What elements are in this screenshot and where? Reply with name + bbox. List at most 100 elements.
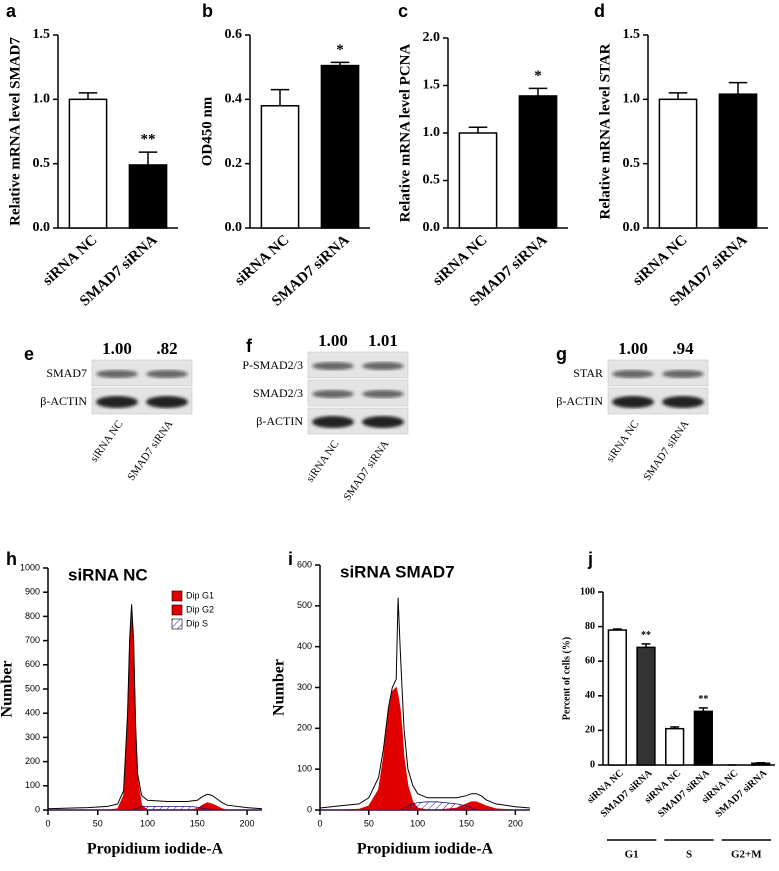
y-tick-label: 300 (297, 682, 312, 692)
legend-label: Dip S (186, 618, 208, 628)
significance: * (534, 68, 542, 84)
x-tick-label: 50 (93, 818, 103, 828)
legend-label: Dip G1 (186, 590, 214, 600)
y-tick-label: 700 (25, 635, 40, 645)
y-tick-label: 60 (585, 655, 595, 666)
blot-band (362, 362, 404, 370)
y-tick-label: 800 (25, 611, 40, 621)
row-label: β-ACTIN (40, 394, 87, 408)
group-label: S (686, 849, 692, 861)
blot-band (96, 396, 138, 408)
total-line (319, 597, 531, 809)
x-tick-label: siRNA NC (430, 232, 491, 289)
bar (458, 132, 498, 229)
area-series (320, 686, 530, 811)
panel-letter: d (594, 1, 605, 21)
y-tick-label: 0 (307, 804, 312, 814)
bar (718, 93, 758, 229)
blot-band (312, 362, 354, 370)
y-axis-label: Relative mRNA level PCNA (397, 43, 413, 222)
y-tick-label: 0.5 (623, 156, 641, 171)
bar (68, 98, 108, 229)
quantification: .82 (156, 339, 177, 358)
y-tick-label: 1.0 (623, 92, 641, 107)
panel-letter: h (6, 549, 17, 569)
significance: ** (141, 132, 156, 148)
y-tick-label: 500 (25, 683, 40, 693)
y-tick-label: 1.0 (423, 125, 441, 140)
y-tick-label: 0.5 (423, 173, 441, 188)
x-tick-label: 100 (410, 818, 425, 828)
bar (320, 64, 360, 229)
lane-label: SMAD7 siRNA (125, 418, 175, 483)
bar (260, 105, 300, 229)
panel-letter: j (587, 549, 593, 569)
x-tick-label: 0 (317, 818, 322, 828)
x-tick-label: 100 (140, 818, 155, 828)
y-tick-label: 1.5 (423, 78, 441, 93)
y-tick-label: 200 (25, 756, 40, 766)
lane-label: siRNA NC (304, 438, 341, 484)
y-tick-label: 80 (585, 621, 595, 632)
x-tick-label: siRNA NC (40, 232, 101, 289)
y-axis-label: Relative mRNA level STAR (597, 43, 613, 219)
y-tick-label: 600 (297, 559, 312, 569)
y-tick-label: 0.4 (225, 92, 243, 107)
x-tick-label: 50 (364, 818, 374, 828)
y-tick-label: 200 (297, 723, 312, 733)
y-tick-label: 2.0 (423, 30, 441, 45)
blot-band (662, 396, 704, 408)
y-axis-label: Number (271, 659, 288, 716)
row-label: STAR (573, 366, 603, 380)
blot-band (612, 396, 654, 408)
y-tick-label: 20 (585, 725, 595, 736)
y-tick-label: 0.0 (623, 220, 641, 235)
total-line (47, 604, 263, 810)
bar (751, 762, 771, 766)
significance: ** (641, 630, 651, 641)
y-tick-label: 0.0 (33, 220, 51, 235)
panel-letter: b (202, 1, 213, 21)
row-label: SMAD2/3 (253, 386, 303, 400)
panel-letter: g (556, 344, 567, 364)
x-tick-label: 0 (45, 818, 50, 828)
y-tick-label: 0.5 (33, 156, 51, 171)
y-tick-label: 0.6 (225, 27, 243, 42)
y-tick-label: 0.0 (423, 220, 441, 235)
y-tick-label: 1.5 (33, 27, 51, 42)
significance: * (336, 42, 344, 58)
plot-title: siRNA NC (68, 565, 148, 584)
row-label: β-ACTIN (556, 394, 603, 408)
bar (518, 95, 558, 229)
blot-band (146, 396, 188, 408)
row-label: SMAD7 (46, 366, 87, 380)
y-axis-label: Percent of cells (%) (561, 637, 572, 720)
row-label: β-ACTIN (256, 414, 303, 428)
panel-letter: e (24, 344, 34, 364)
x-tick-label: siRNA NC (232, 232, 293, 289)
blot-band (96, 370, 138, 378)
lane-label: SMAD7 siRNA (641, 418, 691, 483)
panel-letter: c (398, 1, 408, 21)
blot-band (362, 416, 404, 428)
legend-swatch (171, 604, 183, 616)
y-axis-label: OD450 nm (199, 96, 215, 166)
y-tick-label: 0.0 (225, 220, 243, 235)
x-tick-label: 200 (240, 818, 255, 828)
x-axis-label: Propidium iodide-A (87, 841, 224, 858)
lane-label: siRNA NC (88, 418, 125, 464)
legend-label: Dip G2 (186, 604, 214, 614)
y-tick-label: 0 (35, 804, 40, 814)
y-tick-label: 100 (25, 780, 40, 790)
bar (658, 98, 698, 229)
panel-letter: i (288, 549, 293, 569)
y-tick-label: 100 (580, 586, 595, 597)
area-series (48, 606, 262, 811)
group-label: G1 (625, 849, 639, 861)
y-tick-label: 1.0 (33, 92, 51, 107)
area-series (48, 806, 262, 811)
y-tick-label: 900 (25, 587, 40, 597)
x-tick-label: 200 (508, 818, 523, 828)
blot-band (312, 390, 354, 398)
